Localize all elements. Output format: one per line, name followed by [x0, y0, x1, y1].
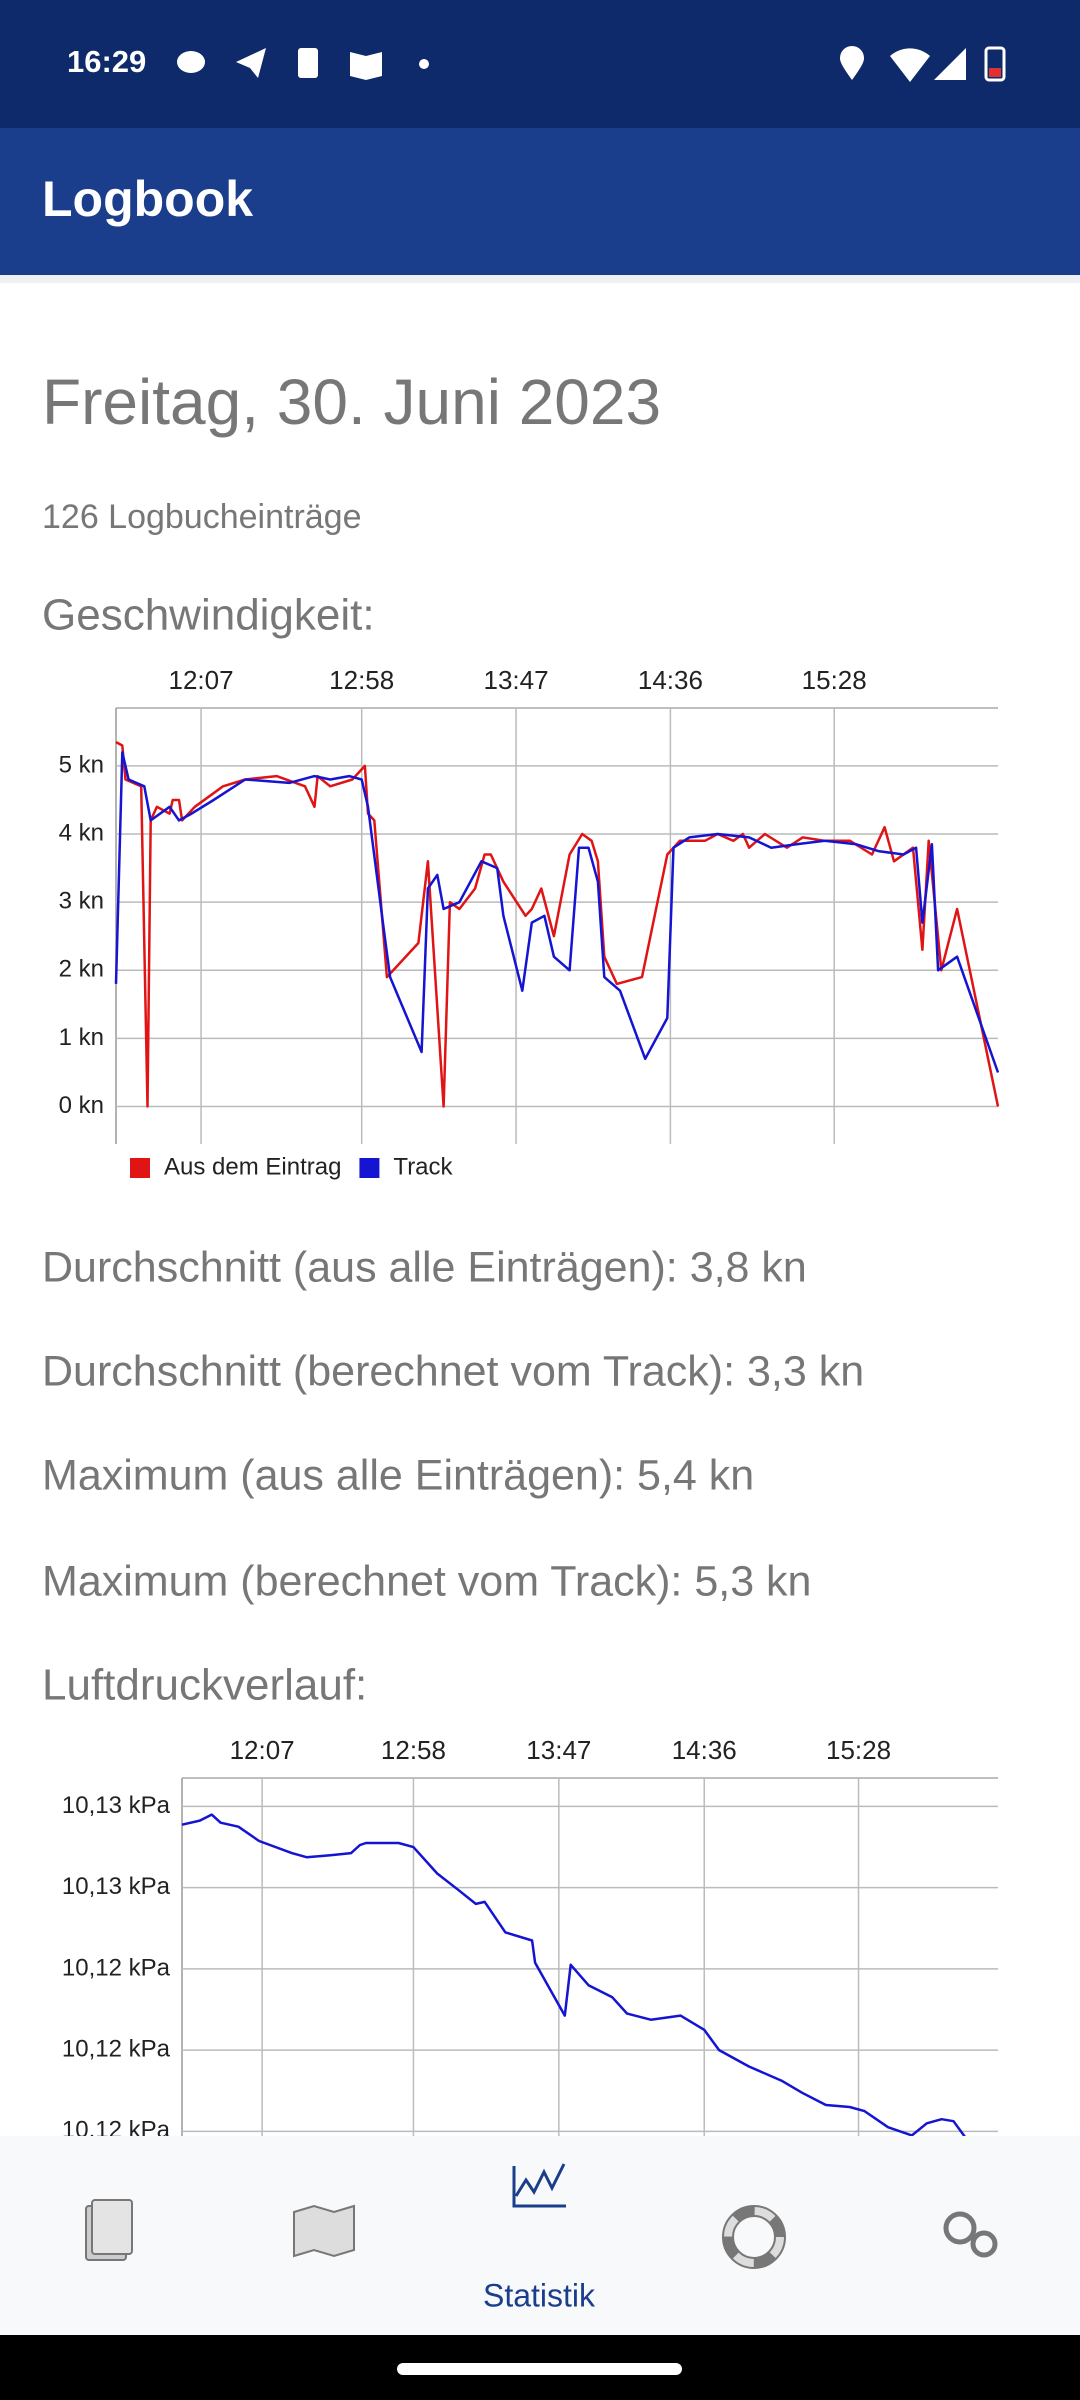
icon — [943, 2211, 977, 2245]
bottom-nav: Statistik — [0, 2136, 1080, 2335]
nav-safety[interactable] — [722, 2205, 786, 2269]
signal-icon — [934, 48, 966, 80]
status-icons — [177, 46, 1006, 82]
y-tick-label: 4 kn — [59, 819, 104, 846]
stat-line: Maximum (berechnet vom Track): 5,3 kn — [42, 1557, 811, 1605]
y-tick-label: 10,12 kPa — [62, 1954, 171, 1981]
notif-icon — [236, 48, 266, 78]
x-tick-label: 15:28 — [802, 665, 867, 695]
app-bar-shadow — [0, 275, 1080, 283]
data-line — [181, 1813, 967, 2139]
x-tick-label: 12:07 — [230, 1735, 295, 1765]
y-tick-label: 10,12 kPa — [62, 2035, 171, 2062]
y-tick-label: 10,13 kPa — [62, 1873, 171, 1900]
y-tick-label: 10,13 kPa — [62, 1792, 171, 1819]
section-label: Geschwindigkeit: — [42, 591, 375, 640]
y-tick-label: 2 kn — [59, 956, 104, 983]
notif-icon — [350, 52, 382, 80]
y-tick-label: 1 kn — [59, 1024, 104, 1051]
battery-level — [989, 68, 1001, 77]
legend-swatch — [359, 1158, 380, 1178]
data-line — [115, 740, 1000, 1108]
y-tick-label: 5 kn — [59, 751, 104, 778]
wifi-icon — [890, 48, 930, 82]
location-icon — [840, 46, 864, 80]
gesture-bar — [0, 2335, 1080, 2400]
legend-label: Track — [393, 1153, 453, 1180]
x-tick-label: 15:28 — [826, 1735, 891, 1765]
gesture-handle — [397, 2363, 682, 2375]
x-tick-label: 12:07 — [169, 665, 234, 695]
y-tick-label: 3 kn — [59, 888, 104, 915]
nav-label[interactable]: Statistik — [483, 2277, 596, 2313]
nav-icons: Statistik — [85, 2163, 998, 2313]
status-time: 16:29 — [67, 44, 146, 79]
x-tick-label: 13:47 — [526, 1735, 591, 1765]
icon — [293, 2204, 355, 2258]
nav-statistik[interactable] — [512, 2163, 566, 2208]
battery-icon — [984, 46, 1006, 82]
nav-logbook[interactable] — [85, 2199, 133, 2261]
nav-settings[interactable] — [943, 2211, 998, 2258]
date-heading: Freitag, 30. Juni 2023 — [42, 366, 661, 438]
data-line — [114, 751, 1000, 1073]
notif-icon — [419, 59, 429, 69]
entry-count: 126 Logbucheinträge — [42, 498, 362, 536]
app-bar — [0, 128, 1080, 275]
x-tick-label: 12:58 — [329, 665, 394, 695]
x-tick-label: 13:47 — [484, 665, 549, 695]
x-tick-label: 12:58 — [381, 1735, 446, 1765]
x-tick-label: 14:36 — [638, 665, 703, 695]
icon — [91, 2199, 133, 2255]
icon — [512, 2166, 566, 2208]
icon — [724, 2207, 784, 2267]
legend-swatch — [130, 1158, 150, 1178]
icon — [514, 2163, 566, 2197]
handle — [397, 2363, 682, 2375]
section-label: Luftdruckverlauf: — [42, 1661, 367, 1710]
stat-line: Maximum (aus alle Einträgen): 5,4 kn — [42, 1451, 754, 1499]
stat-line: Durchschnitt (aus alle Einträgen): 3,8 k… — [42, 1243, 807, 1291]
legend-label: Aus dem Eintrag — [164, 1153, 341, 1180]
notif-icon — [298, 48, 318, 78]
notif-icon — [177, 51, 205, 73]
icon — [970, 2230, 998, 2258]
stat-line: Durchschnitt (berechnet vom Track): 3,3 … — [42, 1347, 864, 1395]
y-tick-label: 0 kn — [59, 1092, 104, 1119]
app-title: Logbook — [42, 171, 253, 227]
nav-map[interactable] — [293, 2204, 355, 2258]
x-tick-label: 14:36 — [672, 1735, 737, 1765]
